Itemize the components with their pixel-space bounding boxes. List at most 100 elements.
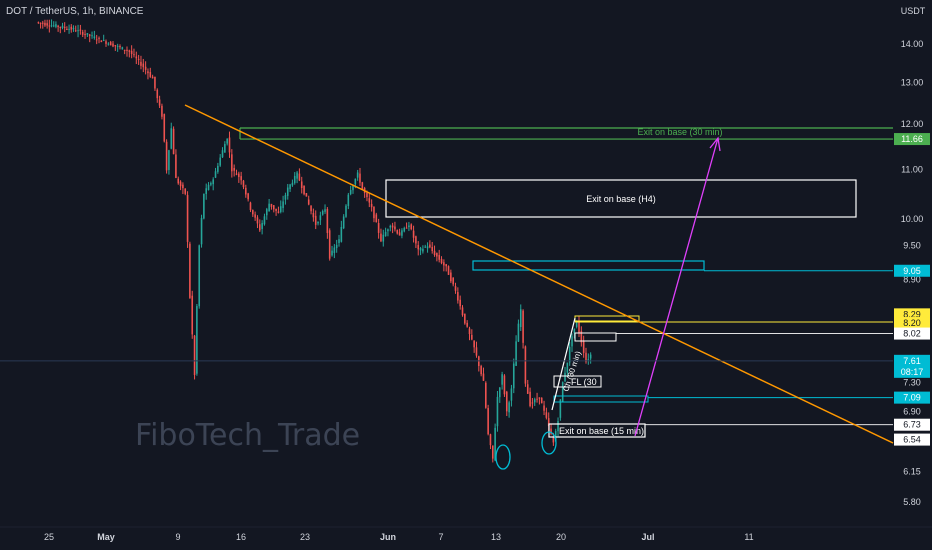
candle-body [524, 346, 527, 384]
candle-body [196, 306, 198, 374]
time-tick: 25 [44, 532, 54, 542]
candle-body [66, 29, 68, 31]
candle-body [356, 172, 359, 178]
price-label-bg [894, 365, 930, 378]
candle-body [133, 54, 135, 56]
candle-body [184, 188, 187, 194]
candle-body [412, 230, 415, 238]
candle-body [233, 168, 235, 171]
candle-body [324, 209, 326, 212]
chart-title: DOT / TetherUS, 1h, BINANCE [6, 6, 144, 17]
candle-body [39, 22, 42, 24]
candle-body [168, 150, 170, 170]
candle-body [107, 43, 110, 45]
currency-label: USDT [901, 6, 926, 16]
candle-body [319, 215, 322, 221]
candle-body [550, 428, 552, 434]
candle-body [443, 262, 445, 266]
candle-body [186, 194, 189, 242]
fl-box [553, 375, 602, 388]
candle-body [582, 340, 585, 353]
candle-body [135, 56, 138, 59]
candle-body [86, 33, 89, 35]
candle-body [105, 41, 107, 44]
candle-body [231, 154, 233, 172]
candle-body [119, 45, 121, 48]
candle-body [175, 154, 177, 178]
price-tick: 11.00 [901, 164, 923, 174]
candle-body [508, 402, 510, 413]
price-label-bg [894, 354, 930, 367]
candle-body [359, 173, 361, 183]
candle-body [46, 23, 48, 26]
candle-body [289, 184, 291, 190]
candle-body [543, 405, 545, 411]
candle-body [268, 203, 270, 212]
candle-body [538, 397, 541, 399]
candle-body [158, 99, 161, 106]
candle-body [557, 421, 559, 432]
candle-body [575, 321, 578, 327]
price-tick: 8.90 [903, 274, 921, 284]
time-tick: 11 [744, 532, 753, 542]
price-label: 9.05 [903, 266, 921, 276]
candle-body [426, 246, 429, 249]
candle-body [515, 341, 517, 366]
candle-body [454, 286, 457, 291]
candle-body [370, 203, 373, 208]
candle-body [571, 336, 573, 347]
time-tick: 9 [175, 532, 180, 542]
candle-body [431, 246, 434, 252]
price-label: 8.20 [903, 318, 921, 328]
exit-base-30min-label: Exit on base (30 min) [637, 127, 722, 137]
candle-body [587, 359, 590, 361]
candle-body [121, 47, 124, 50]
candle-body [116, 45, 119, 47]
candle-body [296, 172, 298, 179]
candle-body [375, 214, 378, 223]
candle-body [189, 243, 191, 298]
candle-body [445, 264, 447, 267]
candle-body [401, 230, 403, 236]
candle-body [282, 201, 284, 209]
time-tick: 23 [300, 532, 310, 542]
projection-line [634, 137, 719, 437]
candle-body [293, 175, 296, 184]
candle-body [112, 43, 114, 47]
candle-body [98, 37, 100, 39]
time-tick: Jul [641, 532, 654, 542]
candle-body [212, 179, 214, 185]
candle-body [72, 28, 75, 30]
candle-body [498, 387, 501, 398]
candle-body [177, 178, 180, 184]
candle-body [326, 209, 329, 234]
candle-body [252, 210, 254, 215]
exit-base-15min-label: Exit on base (15 min) [559, 426, 644, 436]
candle-body [510, 388, 513, 401]
candle-body [536, 398, 538, 400]
candle-body [585, 352, 587, 362]
candle-body [272, 205, 275, 210]
candle-body [573, 328, 576, 334]
candle-body [130, 50, 133, 54]
candle-body [70, 26, 73, 30]
candle-body [471, 334, 473, 340]
price-label: 7.61 [903, 356, 921, 366]
candle-body [389, 225, 392, 228]
candle-body [342, 216, 345, 229]
candle-body [207, 184, 210, 191]
candle-body [424, 246, 427, 248]
candle-body [438, 255, 441, 260]
candle-body [547, 418, 550, 427]
candle-body [277, 211, 280, 213]
candle-body [63, 26, 66, 29]
candle-body [109, 41, 112, 46]
candle-body [338, 239, 340, 243]
candle-body [154, 76, 156, 89]
trend-line [184, 104, 894, 444]
time-tick: 7 [438, 532, 443, 542]
candle-body [270, 203, 273, 207]
candle-body [368, 198, 371, 203]
price-tick: 7.30 [903, 377, 921, 387]
